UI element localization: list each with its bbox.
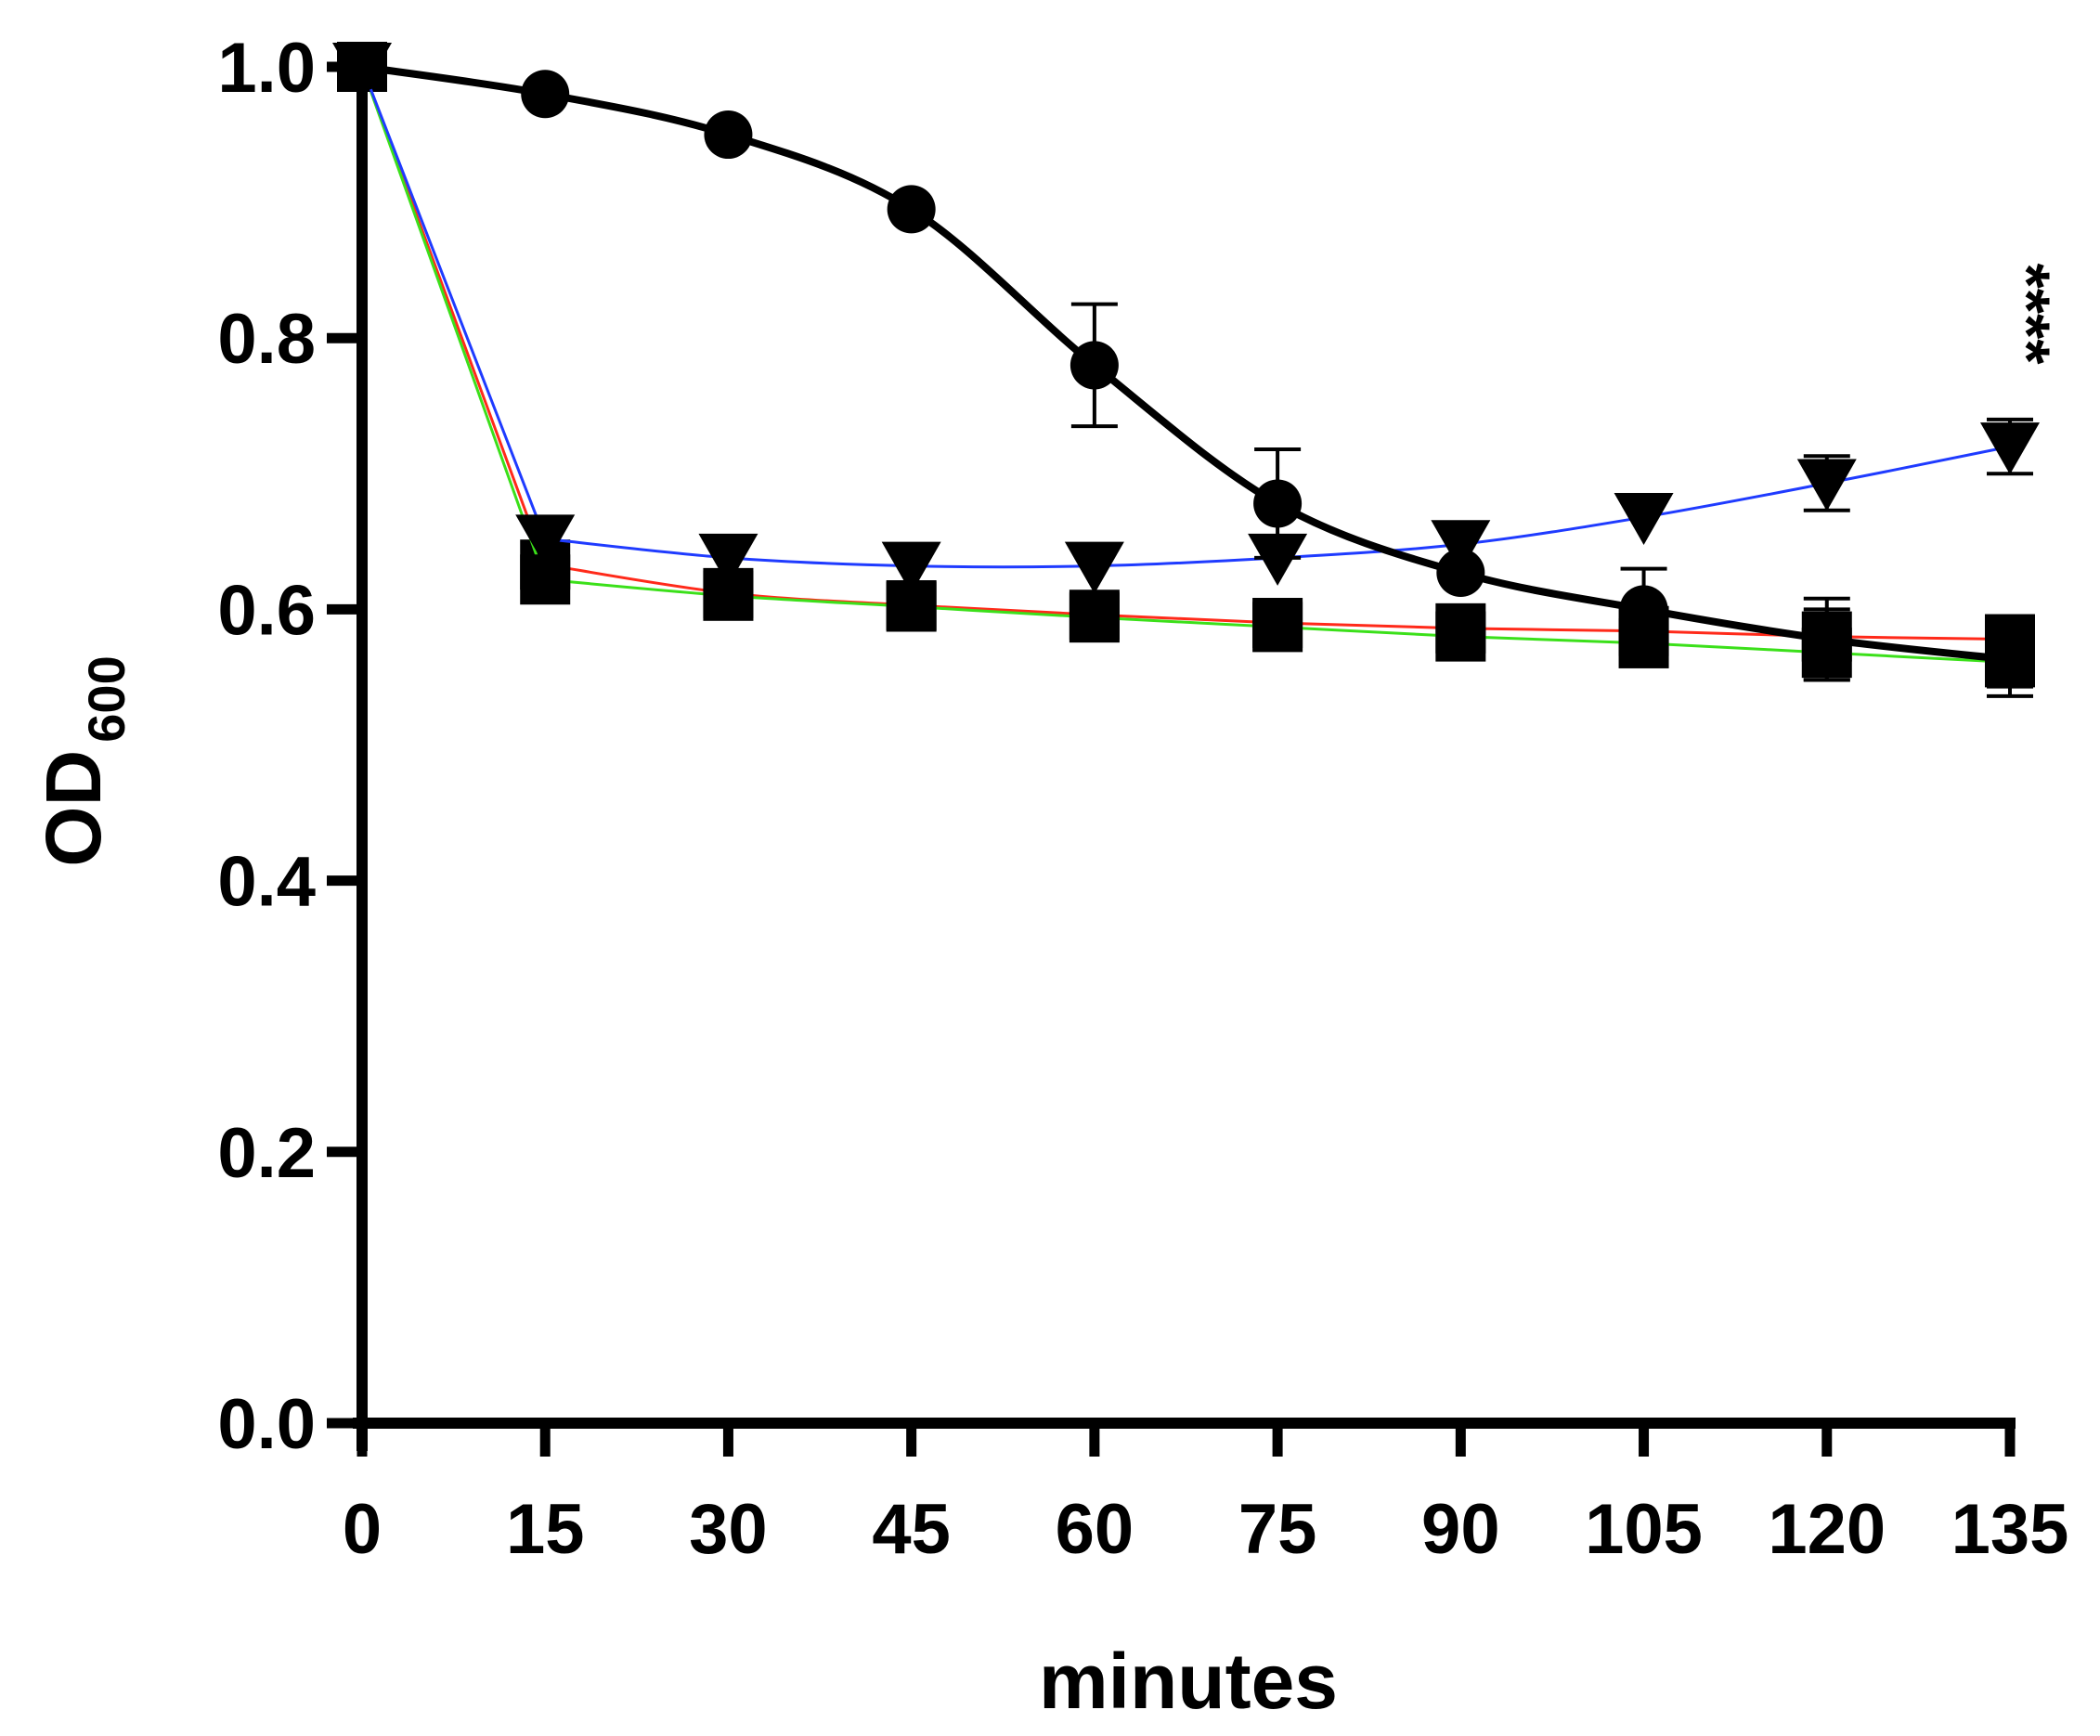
circle-series-point [704, 110, 753, 160]
y-tick-label: 0.4 [217, 843, 316, 922]
series-layer [332, 42, 2040, 698]
significance-annotation: **** [1991, 264, 2064, 366]
green-square-series-line [360, 66, 2011, 664]
triangle-series-point [1614, 493, 1674, 546]
x-tick-label: 60 [1056, 1490, 1134, 1569]
y-tick-label: 1.0 [217, 29, 316, 108]
circle-series-line [361, 63, 2011, 664]
green-square-series-point [1069, 592, 1120, 643]
circle-series-point [1619, 585, 1668, 634]
circle-series-point [1253, 479, 1303, 528]
y-axis-title-main: OD [30, 750, 117, 867]
circle-series-point [1436, 548, 1485, 597]
y-tick-label: 0.6 [217, 571, 316, 650]
x-tick-label: 105 [1585, 1490, 1703, 1569]
circle-series-point [887, 185, 936, 234]
circle-series-point [1069, 341, 1119, 390]
circle-series-point [1986, 635, 2034, 684]
x-tick-label: 120 [1768, 1490, 1886, 1569]
triangle-series-point [698, 533, 758, 586]
triangle-series-line [360, 66, 2011, 569]
y-axis-title-subscript: 600 [77, 655, 136, 742]
y-axis-title-group: OD 600 [30, 655, 136, 866]
y-tick-label: 0.8 [217, 300, 316, 379]
x-axis-title: minutes [1039, 1638, 1338, 1725]
x-tick-label: 135 [1951, 1490, 2069, 1569]
triangle-series-point [1431, 520, 1491, 573]
x-tick-label: 0 [343, 1490, 382, 1569]
red-square-series-line [360, 66, 2011, 641]
circle-series-point [1802, 615, 1851, 664]
triangle-series [332, 43, 2040, 594]
y-tick-label: 0.2 [217, 1114, 316, 1193]
x-tick-label: 30 [689, 1490, 768, 1569]
y-tick-label: 0.0 [217, 1385, 316, 1464]
green-square-series-point [1435, 611, 1486, 662]
x-tick-label: 90 [1421, 1490, 1500, 1569]
red-square-series [337, 42, 2035, 666]
triangle-series-point [515, 514, 576, 567]
triangle-series-point [881, 541, 941, 594]
x-tick-label: 45 [872, 1490, 951, 1569]
x-tick-label: 15 [506, 1490, 585, 1569]
green-square-series-point [1252, 602, 1303, 653]
axes-layer: 0.0 0.2 0.4 0.6 0.8 1.0 0 15 30 45 60 75 90 105 120 135 [217, 29, 2068, 1569]
green-square-series [337, 42, 2035, 698]
triangle-series-point [1064, 541, 1124, 594]
circle-series [338, 43, 2034, 689]
significance-annotation-group: **** [1991, 264, 2064, 366]
x-tick-label: 75 [1238, 1490, 1317, 1569]
triangle-series-point [1980, 422, 2040, 475]
triangle-series-point [1796, 459, 1857, 512]
y-axis-title: OD 600 [30, 655, 136, 866]
circle-series-point [521, 70, 570, 119]
